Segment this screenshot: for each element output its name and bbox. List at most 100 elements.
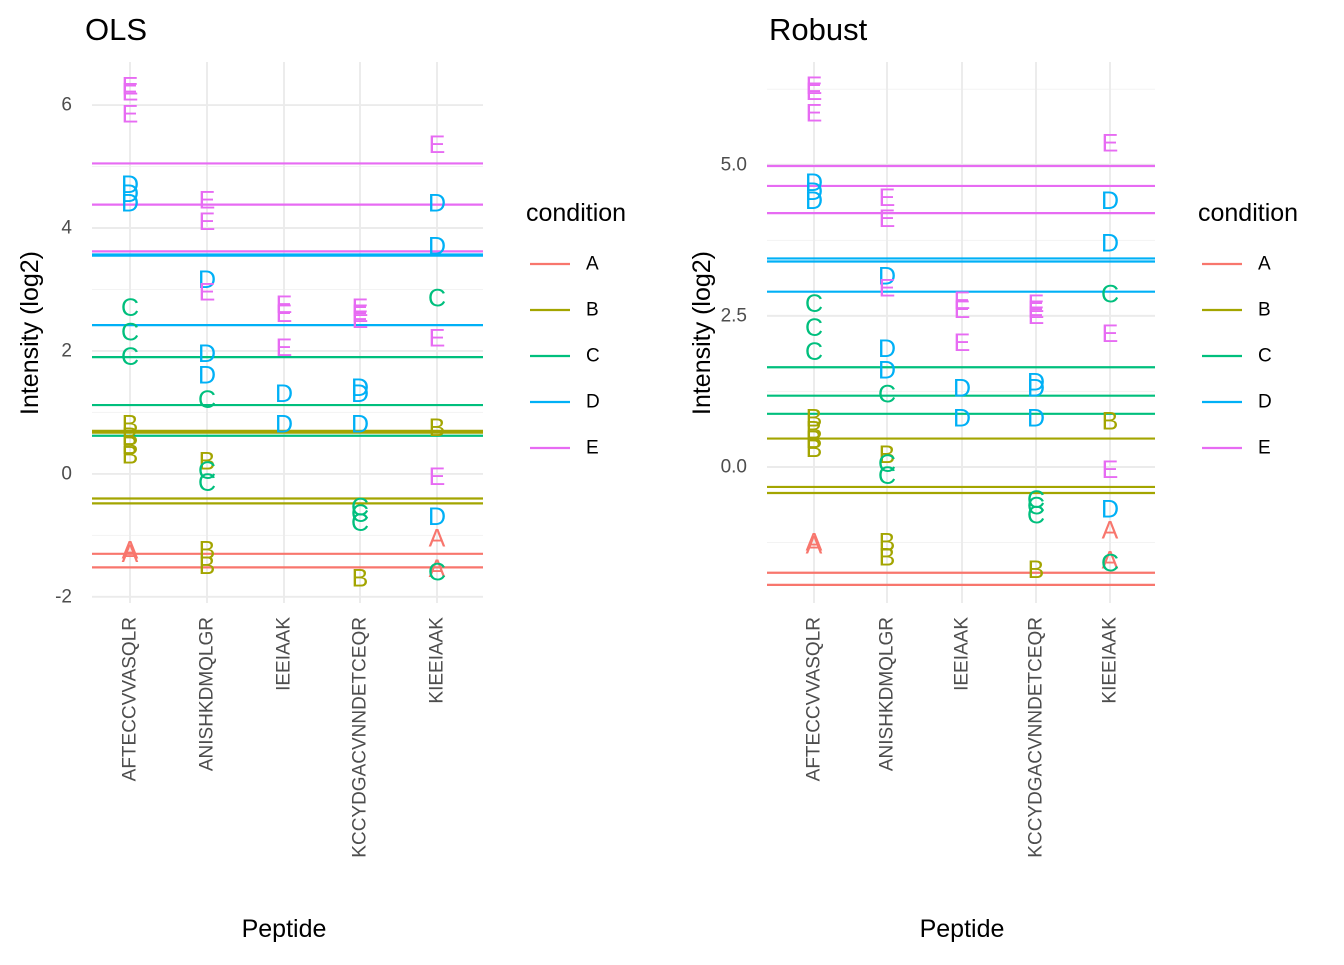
point-e: E	[879, 184, 896, 212]
point-e: E	[1102, 456, 1119, 484]
point-c: C	[1027, 492, 1045, 520]
point-d: D	[198, 340, 216, 368]
point-b: B	[806, 435, 823, 463]
point-c: C	[1027, 501, 1045, 529]
point-a: A	[806, 532, 823, 560]
point-c: C	[351, 500, 369, 528]
robust-x-tick-labels: AFTECCVVASQLR ANISHKDMQLGR IEEIAAK KCCYDGAC…	[804, 617, 1121, 858]
point-c: C	[1101, 550, 1119, 578]
point-d: D	[428, 232, 446, 260]
legend-label-d: D	[586, 392, 600, 413]
point-d: D	[953, 405, 971, 433]
point-e: E	[954, 296, 971, 324]
legend-title-robust: condition	[1198, 199, 1298, 227]
point-c: C	[428, 558, 446, 586]
legend-label-d: D	[1258, 392, 1272, 413]
point-d: D	[805, 169, 823, 197]
legend-label-e: E	[586, 438, 599, 459]
ols-x-axis-title: Peptide	[242, 915, 327, 943]
x-tick-label: IEEIAAK	[952, 617, 973, 691]
point-c: C	[351, 494, 369, 522]
x-tick-label: IEEIAAK	[274, 617, 295, 691]
point-e: E	[806, 99, 823, 127]
point-e: E	[276, 300, 293, 328]
robust-points: EEEDDDCCCBBBBAAEEDEDDCBCCBBEEEDDEEEDDDCC…	[805, 72, 1119, 584]
point-b: B	[879, 544, 896, 572]
ols-y-tick-labels: -2 0 2 4 6	[55, 95, 72, 608]
point-e: E	[879, 205, 896, 233]
point-d: D	[878, 263, 896, 291]
legend-label-b: B	[1258, 300, 1271, 321]
point-d: D	[878, 356, 896, 384]
point-b: B	[806, 417, 823, 445]
point-d: D	[1101, 495, 1119, 523]
point-c: C	[878, 450, 896, 478]
point-b: B	[122, 441, 139, 469]
point-d: D	[428, 189, 446, 217]
y-tick-label: 2.5	[721, 305, 747, 326]
point-b: B	[199, 448, 216, 476]
point-a: A	[1102, 547, 1119, 575]
point-c: C	[351, 509, 369, 537]
y-tick-label: -2	[55, 586, 72, 607]
point-c: C	[198, 386, 216, 414]
point-a: A	[429, 524, 446, 552]
point-e: E	[1102, 130, 1119, 158]
panel-robust: Robust EEEDDDCCCBBBBAAEEDEDDCBCCBBEEEDDE…	[688, 12, 1155, 943]
point-d: D	[351, 380, 369, 408]
x-tick-label: ANISHKDMQLGR	[877, 617, 898, 771]
robust-grid	[767, 62, 1155, 603]
y-tick-label: 0	[61, 463, 72, 484]
point-e: E	[199, 208, 216, 236]
point-d: D	[275, 380, 293, 408]
point-a: A	[122, 537, 139, 565]
point-b: B	[1028, 556, 1045, 584]
point-e: E	[806, 78, 823, 106]
point-d: D	[121, 171, 139, 199]
point-b: B	[1102, 408, 1119, 436]
legend-label-e: E	[1258, 438, 1271, 459]
legend-label-a: A	[586, 254, 599, 275]
legend-label-b: B	[586, 300, 599, 321]
legend-title-ols: condition	[526, 199, 626, 227]
point-e: E	[954, 287, 971, 315]
ols-grid	[92, 62, 483, 603]
legend-robust: condition A B C D E	[1198, 199, 1298, 459]
point-c: C	[121, 319, 139, 347]
ols-points: EEEDDDCCCBBBBAAEEDEDDCBCCBBEEEDDEEEDDDCC…	[121, 73, 446, 593]
y-tick-label: 2	[61, 340, 72, 361]
point-d: D	[351, 374, 369, 402]
point-b: B	[122, 423, 139, 451]
point-e: E	[429, 131, 446, 159]
point-d: D	[428, 503, 446, 531]
point-c: C	[121, 294, 139, 322]
y-tick-label: 6	[61, 95, 72, 116]
point-d: D	[805, 178, 823, 206]
legend-ols: condition A B C D E	[526, 199, 626, 459]
point-b: B	[199, 552, 216, 580]
point-d: D	[1027, 368, 1045, 396]
point-b: B	[122, 432, 139, 460]
point-c: C	[878, 462, 896, 490]
point-e: E	[352, 300, 369, 328]
point-d: D	[275, 411, 293, 439]
point-a: A	[1102, 516, 1119, 544]
point-d: D	[1101, 187, 1119, 215]
point-b: B	[806, 426, 823, 454]
point-e: E	[122, 100, 139, 128]
point-e: E	[954, 329, 971, 357]
point-c: C	[198, 469, 216, 497]
point-e: E	[1102, 320, 1119, 348]
y-tick-label: 0.0	[721, 456, 747, 477]
panel-ols: OLS EEEDDDCCCBBBBAAEEDEDDCBCCBBEEEDDEEED…	[16, 12, 483, 943]
x-tick-label: AFTECCVVASQLR	[804, 617, 825, 781]
point-e: E	[1028, 302, 1045, 330]
x-tick-label: KCCYDGACVNNDETCEQR	[1026, 617, 1047, 858]
y-tick-label: 4	[61, 217, 72, 238]
x-tick-label: KIEEIAAK	[1100, 617, 1121, 704]
point-c: C	[805, 314, 823, 342]
point-e: E	[352, 294, 369, 322]
point-e: E	[199, 186, 216, 214]
